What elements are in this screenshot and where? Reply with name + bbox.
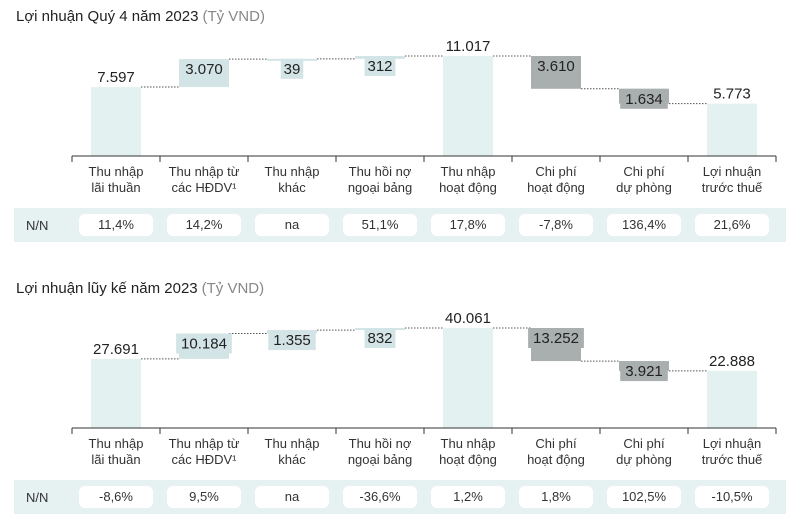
category-label: hoạt động <box>439 180 497 195</box>
category-label: hoạt động <box>439 452 497 467</box>
panel-ytd-2023: Lợi nhuận lũy kế năm 2023 (Tỷ VND) 27.691… <box>0 272 800 514</box>
yoy-value: 17,8% <box>431 214 505 236</box>
data-label: 832 <box>367 330 392 347</box>
category-label: Thu nhập <box>265 164 320 179</box>
data-label: 22.888 <box>709 353 755 370</box>
yoy-value: 14,2% <box>167 214 241 236</box>
category-label: trước thuế <box>702 452 763 467</box>
panel-q4-2023: Lợi nhuận Quý 4 năm 2023 (Tỷ VND) 7.597 Th… <box>0 0 800 242</box>
yoy-label: N/N <box>26 490 49 505</box>
data-label-box <box>176 333 232 354</box>
category-label: Thu nhập từ <box>169 164 240 179</box>
data-label-box <box>364 56 396 76</box>
data-label-box <box>620 361 668 382</box>
yoy-row: N/N -8,6% 9,5% na -36,6% 1,2% 1,8% 102,5% -10,5… <box>14 480 786 514</box>
category-label: Thu hồi nợ <box>349 436 412 451</box>
data-label: 13.252 <box>533 330 579 347</box>
data-label: 3.921 <box>625 363 663 380</box>
category-label: Thu hồi nợ <box>349 164 412 179</box>
data-label-box <box>620 88 668 109</box>
yoy-value: na <box>255 486 329 508</box>
yoy-label: N/N <box>26 218 49 233</box>
yoy-value: -36,6% <box>343 486 417 508</box>
data-label: 40.061 <box>445 310 491 327</box>
category-label: hoạt động <box>527 180 585 195</box>
bar-total <box>91 358 141 428</box>
category-label: Thu nhập <box>89 436 144 451</box>
data-label-box <box>180 59 228 80</box>
data-label: 5.773 <box>713 86 751 103</box>
chart-title-text: Lợi nhuận Quý 4 năm 2023 <box>16 8 199 25</box>
yoy-value: 136,4% <box>607 214 681 236</box>
chart-title-text: Lợi nhuận lũy kế năm 2023 <box>16 280 198 297</box>
data-label: 312 <box>367 58 392 75</box>
chart-title: Lợi nhuận Quý 4 năm 2023 (Tỷ VND) <box>16 8 265 25</box>
category-label: hoạt động <box>527 452 585 467</box>
category-label: các HĐDV¹ <box>171 180 237 195</box>
data-label: 10.184 <box>181 335 227 352</box>
data-label-box <box>528 328 584 349</box>
data-label: 1.355 <box>273 332 311 349</box>
bar-total <box>707 370 757 428</box>
data-label-box <box>364 328 396 348</box>
yoy-value: 51,1% <box>343 214 417 236</box>
data-label-box <box>280 58 304 79</box>
yoy-value: 1,8% <box>519 486 593 508</box>
category-label: ngoại bảng <box>348 180 412 195</box>
category-label: Chi phí <box>623 436 665 451</box>
category-label: khác <box>278 452 306 467</box>
category-label: Thu nhập <box>265 436 320 451</box>
data-label: 3.070 <box>185 61 223 78</box>
yoy-value: 9,5% <box>167 486 241 508</box>
category-label: ngoại bảng <box>348 452 412 467</box>
yoy-value: 102,5% <box>607 486 681 508</box>
bar-total <box>91 87 141 156</box>
category-label: lãi thuần <box>91 180 140 195</box>
bar-total <box>443 56 493 156</box>
yoy-value: -8,6% <box>79 486 153 508</box>
category-label: dự phòng <box>616 452 672 467</box>
bar-total <box>443 328 493 428</box>
category-label: Thu nhập <box>89 164 144 179</box>
yoy-row: N/N 11,4% 14,2% na 51,1% 17,8% -7,8% 136,4% 21,… <box>14 208 786 242</box>
category-label: lãi thuần <box>91 452 140 467</box>
data-label: 11.017 <box>446 38 491 55</box>
yoy-value: -7,8% <box>519 214 593 236</box>
chart-title: Lợi nhuận lũy kế năm 2023 (Tỷ VND) <box>16 280 264 297</box>
category-label: Thu nhập từ <box>169 436 240 451</box>
category-label: dự phòng <box>616 180 672 195</box>
category-label: Lợi nhuận <box>703 436 761 451</box>
category-label: Chi phí <box>535 436 577 451</box>
yoy-value: 1,2% <box>431 486 505 508</box>
category-label: trước thuế <box>702 180 763 195</box>
category-label: Chi phí <box>623 164 665 179</box>
category-label: Lợi nhuận <box>703 164 761 179</box>
category-label: các HĐDV¹ <box>171 452 237 467</box>
data-label: 39 <box>284 61 301 78</box>
data-label: 3.610 <box>537 58 575 75</box>
data-label: 1.634 <box>625 91 663 108</box>
yoy-value: 21,6% <box>695 214 769 236</box>
data-label: 27.691 <box>93 341 139 358</box>
category-label: Chi phí <box>535 164 577 179</box>
yoy-value: -10,5% <box>695 486 769 508</box>
yoy-value: 11,4% <box>79 214 153 236</box>
category-label: Thu nhập <box>441 164 496 179</box>
data-label-box <box>268 330 316 351</box>
category-label: khác <box>278 180 306 195</box>
data-label-box <box>532 56 580 77</box>
chart-unit: (Tỷ VND) <box>202 8 265 25</box>
data-label: 7.597 <box>97 69 135 86</box>
category-label: Thu nhập <box>441 436 496 451</box>
yoy-value: na <box>255 214 329 236</box>
bar-total <box>707 103 757 156</box>
chart-unit: (Tỷ VND) <box>201 280 265 297</box>
